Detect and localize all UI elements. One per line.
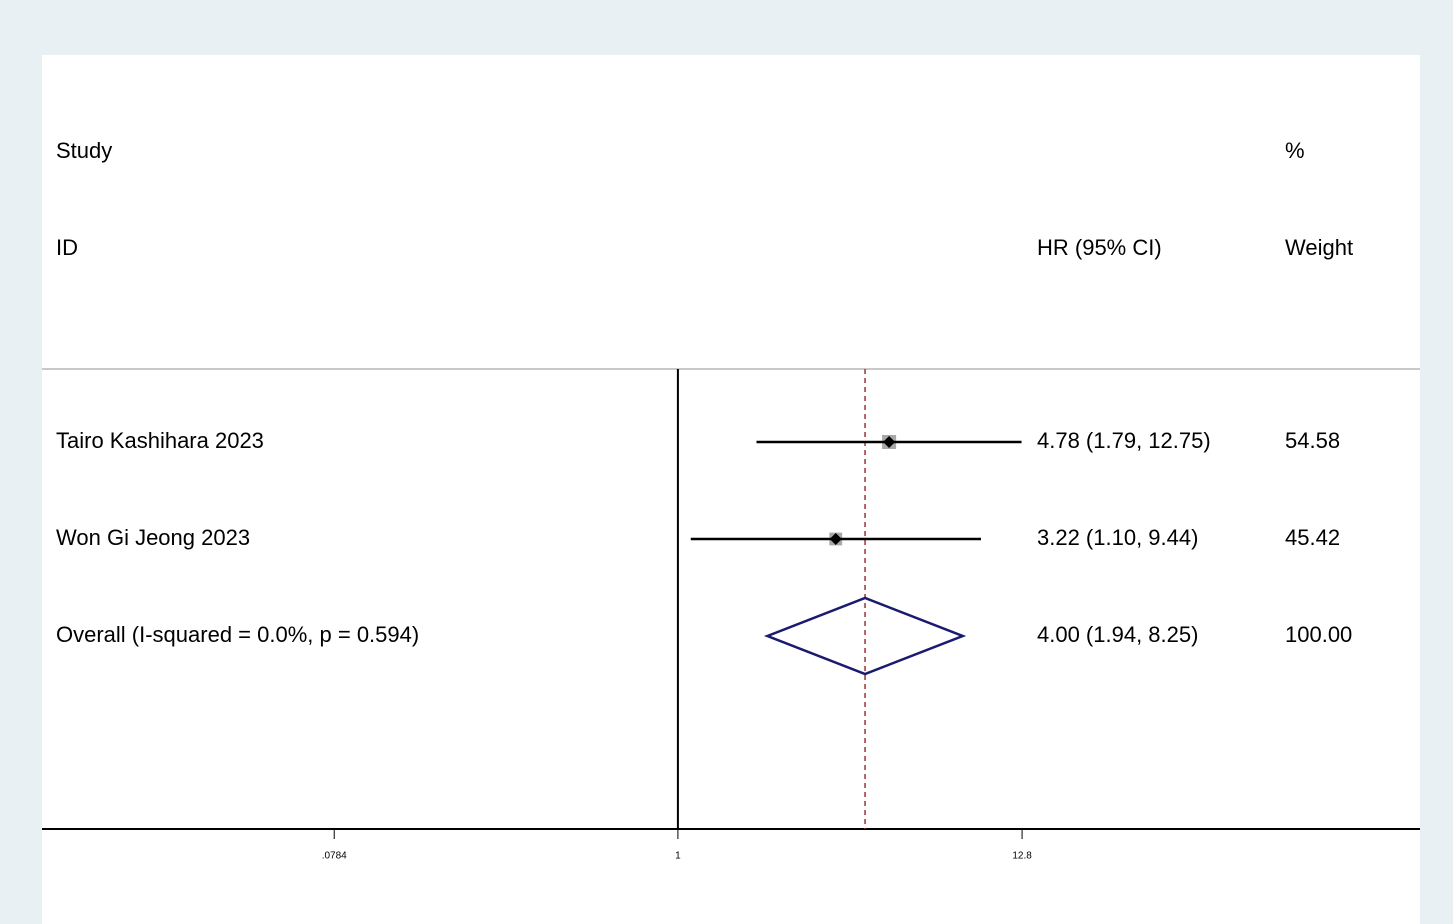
plot-panel — [42, 55, 1420, 924]
header-id: ID — [56, 235, 78, 260]
study-label: Tairo Kashihara 2023 — [56, 428, 264, 453]
weight-label: 54.58 — [1285, 428, 1340, 453]
x-tick-label: 12.8 — [1012, 851, 1032, 862]
point-estimate — [883, 436, 896, 448]
header-percent: % — [1285, 138, 1305, 163]
x-tick-label: 1 — [675, 851, 681, 862]
point-estimate — [829, 533, 842, 545]
weight-label: 100.00 — [1285, 622, 1352, 647]
header-estimate: HR (95% CI) — [1037, 235, 1162, 260]
study-label: Overall (I-squared = 0.0%, p = 0.594) — [56, 622, 419, 647]
estimate-label: 4.00 (1.94, 8.25) — [1037, 622, 1198, 647]
estimate-label: 4.78 (1.79, 12.75) — [1037, 428, 1211, 453]
header-weight: Weight — [1285, 235, 1353, 260]
estimate-label: 3.22 (1.10, 9.44) — [1037, 525, 1198, 550]
weight-label: 45.42 — [1285, 525, 1340, 550]
x-tick-label: .0784 — [322, 851, 347, 862]
overall-diamond — [763, 596, 967, 676]
study-label: Won Gi Jeong 2023 — [56, 525, 250, 550]
header-study: Study — [56, 138, 112, 163]
